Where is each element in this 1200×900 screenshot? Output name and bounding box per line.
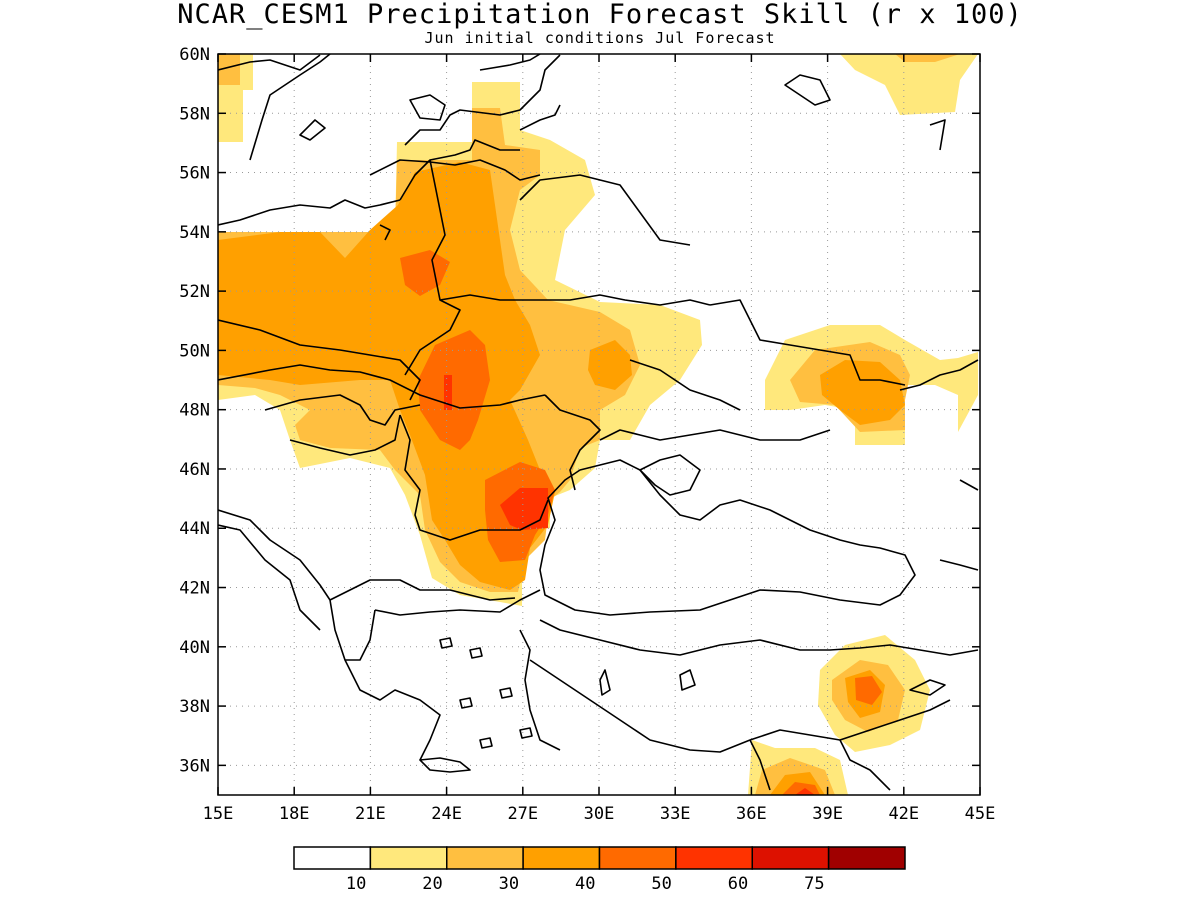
colorbar-swatch bbox=[369, 846, 448, 870]
lon-tick-label: 45E bbox=[965, 804, 996, 824]
colorbar-swatch bbox=[675, 846, 753, 870]
lon-tick-label: 33E bbox=[660, 804, 691, 824]
lat-tick-label: 58N bbox=[179, 104, 210, 124]
lon-tick-label: 27E bbox=[507, 804, 538, 824]
lon-tick-label: 15E bbox=[203, 804, 234, 824]
lat-tick-label: 52N bbox=[179, 282, 210, 302]
skill-region-central-50 bbox=[500, 488, 548, 530]
skill-region-east-inner bbox=[588, 340, 632, 390]
lon-tick-label: 30E bbox=[584, 804, 615, 824]
skill-region-nw-core bbox=[218, 54, 240, 85]
colorbar-label: 50 bbox=[651, 874, 671, 894]
skill-region-anatolia-40 bbox=[855, 676, 882, 705]
skill-region-south-40 bbox=[782, 782, 820, 795]
colorbar-swatch bbox=[446, 846, 524, 870]
map-subtitle: Jun initial conditions Jul Forecast bbox=[424, 29, 776, 47]
lon-tick-label: 18E bbox=[279, 804, 310, 824]
lon-tick-label: 42E bbox=[888, 804, 919, 824]
skill-region-ne-10 bbox=[840, 54, 978, 115]
lon-tick-label: 36E bbox=[736, 804, 767, 824]
skill-region-central-30 bbox=[218, 162, 555, 590]
colorbar-label: 75 bbox=[804, 874, 824, 894]
lat-tick-label: 38N bbox=[179, 697, 210, 717]
lat-tick-label: 60N bbox=[179, 45, 210, 65]
lat-tick-label: 42N bbox=[179, 579, 210, 599]
colorbar-swatch bbox=[293, 846, 372, 870]
colorbar-swatch bbox=[522, 846, 601, 870]
skill-region-don-30 bbox=[820, 360, 905, 425]
colorbar-label: 10 bbox=[346, 874, 366, 894]
skill-shading bbox=[218, 54, 978, 795]
coastlines-borders bbox=[218, 54, 979, 791]
map-title: NCAR_CESM1 Precipitation Forecast Skill … bbox=[177, 0, 1023, 30]
lat-tick-label: 36N bbox=[179, 756, 210, 776]
lat-tick-label: 44N bbox=[179, 519, 210, 539]
axis-labels: 60N 58N 56N 54N 52N 50N 48N 46N 44N 42N 40N 38N 36N 1… bbox=[179, 45, 995, 824]
lat-tick-label: 56N bbox=[179, 164, 210, 184]
colorbar-swatch bbox=[827, 846, 906, 870]
lon-tick-label: 24E bbox=[431, 804, 462, 824]
colorbar-label: 60 bbox=[728, 874, 748, 894]
lat-tick-label: 46N bbox=[179, 460, 210, 480]
colorbar: 10 20 30 40 50 60 75 bbox=[293, 846, 906, 894]
lat-tick-label: 48N bbox=[179, 401, 210, 421]
lat-tick-label: 40N bbox=[179, 638, 210, 658]
lon-tick-label: 39E bbox=[812, 804, 843, 824]
colorbar-swatch bbox=[598, 846, 677, 870]
skill-region-south-50 bbox=[795, 788, 815, 795]
skill-region-ne-20 bbox=[895, 54, 960, 62]
colorbar-label: 20 bbox=[422, 874, 442, 894]
skill-region-central-40 bbox=[418, 330, 490, 450]
colorbar-swatch bbox=[751, 846, 830, 870]
skill-region-central-50b bbox=[444, 375, 452, 410]
colorbar-label: 40 bbox=[575, 874, 595, 894]
colorbar-label: 30 bbox=[499, 874, 519, 894]
lon-tick-label: 21E bbox=[355, 804, 386, 824]
lat-tick-label: 54N bbox=[179, 223, 210, 243]
lat-tick-label: 50N bbox=[179, 341, 210, 361]
